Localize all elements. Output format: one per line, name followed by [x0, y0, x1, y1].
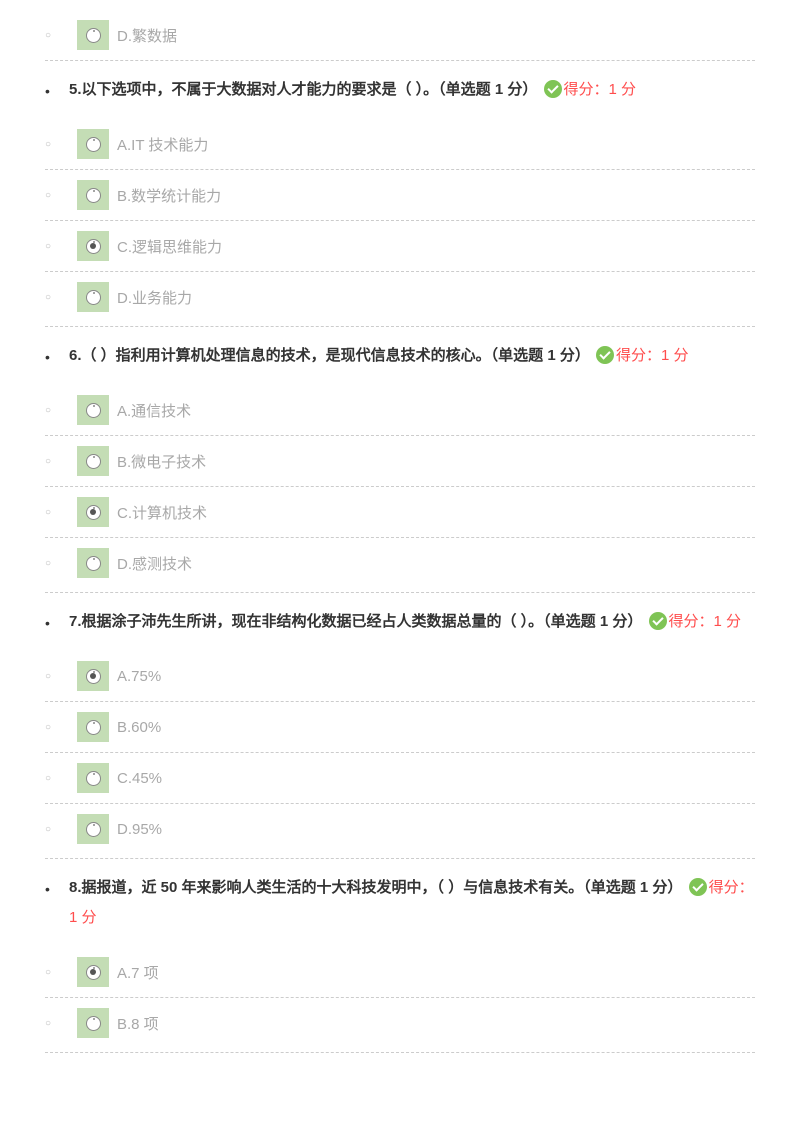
options-list: ○ A.7 项 ○ B.8 项 [45, 957, 755, 1050]
options-list: ○ A.75% ○ B.60% ○ C.45% ○ D.95% [45, 661, 755, 856]
radio-option[interactable] [77, 548, 109, 578]
list-bullet: ○ [45, 30, 53, 41]
radio-option[interactable] [77, 957, 109, 987]
radio-option[interactable] [77, 395, 109, 425]
option-item: ○ C.45% [45, 763, 755, 804]
option-label: D.业务能力 [117, 287, 192, 308]
question-bullet: • [45, 609, 53, 637]
score-text: 得分：1 分 [616, 347, 689, 364]
question-block: • 5.以下选项中，不属于大数据对人才能力的要求是（ ）。（单选题 1 分） 得… [45, 75, 755, 327]
radio-option[interactable] [77, 814, 109, 844]
question-header: • 8.据报道，近 50 年来影响人类生活的十大科技发明中，（ ）与信息技术有关… [45, 873, 755, 933]
radio-option[interactable] [77, 1008, 109, 1038]
option-item: ○ A.通信技术 [45, 395, 755, 436]
option-label: B.8 项 [117, 1013, 159, 1034]
list-bullet: ○ [45, 1018, 53, 1029]
option-item: ○ B.微电子技术 [45, 446, 755, 487]
option-label: D.感测技术 [117, 553, 192, 574]
question-bullet: • [45, 77, 53, 105]
option-label: C.计算机技术 [117, 502, 207, 523]
list-bullet: ○ [45, 558, 53, 569]
radio-option[interactable] [77, 763, 109, 793]
list-bullet: ○ [45, 773, 53, 784]
option-label: D.95% [117, 821, 162, 838]
list-bullet: ○ [45, 139, 53, 150]
question-block: • 8.据报道，近 50 年来影响人类生活的十大科技发明中，（ ）与信息技术有关… [45, 873, 755, 1053]
option-label: B.数学统计能力 [117, 185, 221, 206]
list-bullet: ○ [45, 292, 53, 303]
option-item: ○ B.数学统计能力 [45, 180, 755, 221]
list-bullet: ○ [45, 722, 53, 733]
option-item: ○ A.7 项 [45, 957, 755, 998]
list-bullet: ○ [45, 967, 53, 978]
score-text: 得分：1 分 [564, 81, 637, 98]
radio-option[interactable] [77, 446, 109, 476]
radio-option[interactable] [77, 180, 109, 210]
question-text: 8.据报道，近 50 年来影响人类生活的十大科技发明中，（ ）与信息技术有关。（… [69, 873, 755, 933]
option-item: ○ D.业务能力 [45, 282, 755, 324]
option-item: ○ A.IT 技术能力 [45, 129, 755, 170]
question-block: • 6.（ ）指利用计算机处理信息的技术，是现代信息技术的核心。（单选题 1 分… [45, 341, 755, 593]
question-text: 6.（ ）指利用计算机处理信息的技术，是现代信息技术的核心。（单选题 1 分） … [69, 341, 755, 371]
question-bullet: • [45, 875, 53, 903]
option-label: A.IT 技术能力 [117, 134, 208, 155]
list-bullet: ○ [45, 671, 53, 682]
option-item: ○ C.计算机技术 [45, 497, 755, 538]
radio-option[interactable] [77, 231, 109, 261]
list-bullet: ○ [45, 190, 53, 201]
check-icon [649, 612, 667, 630]
radio-option[interactable] [77, 661, 109, 691]
question-header: • 6.（ ）指利用计算机处理信息的技术，是现代信息技术的核心。（单选题 1 分… [45, 341, 755, 371]
option-item: ○ B.60% [45, 712, 755, 753]
check-icon [596, 346, 614, 364]
option-item: ○ A.75% [45, 661, 755, 702]
radio-option[interactable] [77, 20, 109, 50]
options-list: ○ A.通信技术 ○ B.微电子技术 ○ C.计算机技术 ○ D.感测技术 [45, 395, 755, 590]
radio-option[interactable] [77, 712, 109, 742]
option-item: ○ D.繁数据 [45, 20, 755, 61]
option-item: ○ B.8 项 [45, 1008, 755, 1050]
option-label: B.微电子技术 [117, 451, 206, 472]
option-label: C.45% [117, 770, 162, 787]
option-label: A.通信技术 [117, 400, 191, 421]
option-label: A.75% [117, 668, 161, 685]
list-bullet: ○ [45, 507, 53, 518]
check-icon [689, 878, 707, 896]
score-text: 得分：1 分 [669, 613, 742, 630]
radio-option[interactable] [77, 282, 109, 312]
question-header: • 5.以下选项中，不属于大数据对人才能力的要求是（ ）。（单选题 1 分） 得… [45, 75, 755, 105]
option-label: D.繁数据 [117, 25, 177, 46]
options-list: ○ A.IT 技术能力 ○ B.数学统计能力 ○ C.逻辑思维能力 ○ D.业务… [45, 129, 755, 324]
question-text: 5.以下选项中，不属于大数据对人才能力的要求是（ ）。（单选题 1 分） 得分：… [69, 75, 755, 105]
question-block: • 7.根据涂子沛先生所讲，现在非结构化数据已经占人类数据总量的（ ）。（单选题… [45, 607, 755, 859]
question-header: • 7.根据涂子沛先生所讲，现在非结构化数据已经占人类数据总量的（ ）。（单选题… [45, 607, 755, 637]
question-text: 7.根据涂子沛先生所讲，现在非结构化数据已经占人类数据总量的（ ）。（单选题 1… [69, 607, 755, 637]
list-bullet: ○ [45, 456, 53, 467]
list-bullet: ○ [45, 241, 53, 252]
radio-option[interactable] [77, 497, 109, 527]
option-label: C.逻辑思维能力 [117, 236, 222, 257]
option-label: A.7 项 [117, 962, 159, 983]
quiz-content: ○ D.繁数据 • 5.以下选项中，不属于大数据对人才能力的要求是（ ）。（单选… [45, 20, 755, 1053]
option-item: ○ D.感测技术 [45, 548, 755, 590]
option-label: B.60% [117, 719, 161, 736]
check-icon [544, 80, 562, 98]
list-bullet: ○ [45, 824, 53, 835]
option-item: ○ C.逻辑思维能力 [45, 231, 755, 272]
list-bullet: ○ [45, 405, 53, 416]
radio-option[interactable] [77, 129, 109, 159]
question-bullet: • [45, 343, 53, 371]
option-item: ○ D.95% [45, 814, 755, 856]
